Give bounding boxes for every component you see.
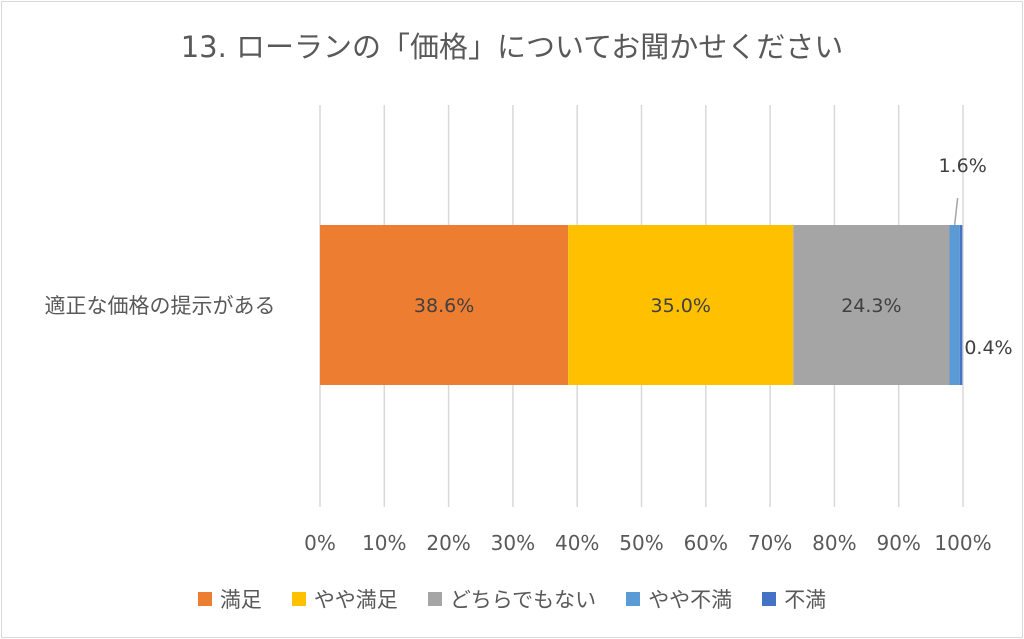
chart-title: 13. ローランの「価格」についてお聞かせください (180, 30, 844, 64)
x-tick-label: 80% (812, 531, 856, 555)
category-label: 適正な価格の提示がある (45, 294, 276, 318)
data-label: 24.3% (841, 295, 901, 317)
legend-swatch-dochira (427, 592, 442, 606)
legend-item-yaya-manzoku: やや満足 (291, 584, 398, 614)
legend-label-fuman: 不満 (784, 588, 827, 612)
x-tick-label: 0% (304, 531, 336, 555)
x-tick-label: 10% (362, 531, 406, 555)
legend-item-dochira: どちらでもない (427, 584, 597, 614)
legend-swatch-yaya-manzoku (291, 592, 306, 606)
data-label: 38.6% (414, 295, 474, 317)
x-tick-label: 90% (876, 531, 920, 555)
x-tick-label: 70% (748, 531, 792, 555)
bar-segment (949, 225, 960, 385)
legend-label-manzoku: 満足 (219, 588, 262, 612)
legend-swatch-yaya-fuman (626, 592, 641, 606)
legend-label-yaya-fuman: やや不満 (648, 588, 733, 612)
legend-label-dochira: どちらでもない (449, 588, 597, 612)
bar-segment (793, 225, 950, 385)
x-tick-label: 30% (491, 531, 535, 555)
x-tick-label: 50% (619, 531, 663, 555)
legend-item-manzoku: 満足 (197, 584, 262, 614)
x-tick-label: 60% (684, 531, 728, 555)
legend-label-yaya-manzoku: やや満足 (313, 588, 398, 612)
legend-swatch-manzoku (197, 592, 212, 606)
bar-segment (320, 225, 569, 385)
legend-swatch-fuman (762, 592, 777, 606)
legend-item-yaya-fuman: やや不満 (626, 584, 732, 614)
x-tick-label: 40% (555, 531, 599, 555)
data-label: 35.0% (651, 295, 711, 317)
legend: 満足 やや満足 どちらでもない やや不満 不満 (2, 584, 1022, 614)
legend-item-fuman: 不満 (762, 584, 826, 614)
data-label: 1.6% (939, 155, 987, 177)
x-tick-label: 100% (934, 531, 991, 555)
leader-line (953, 197, 959, 226)
x-tick-label: 20% (426, 531, 470, 555)
bar-segment (959, 225, 963, 385)
bar-segment (568, 225, 794, 385)
data-label: 0.4% (964, 337, 1012, 359)
